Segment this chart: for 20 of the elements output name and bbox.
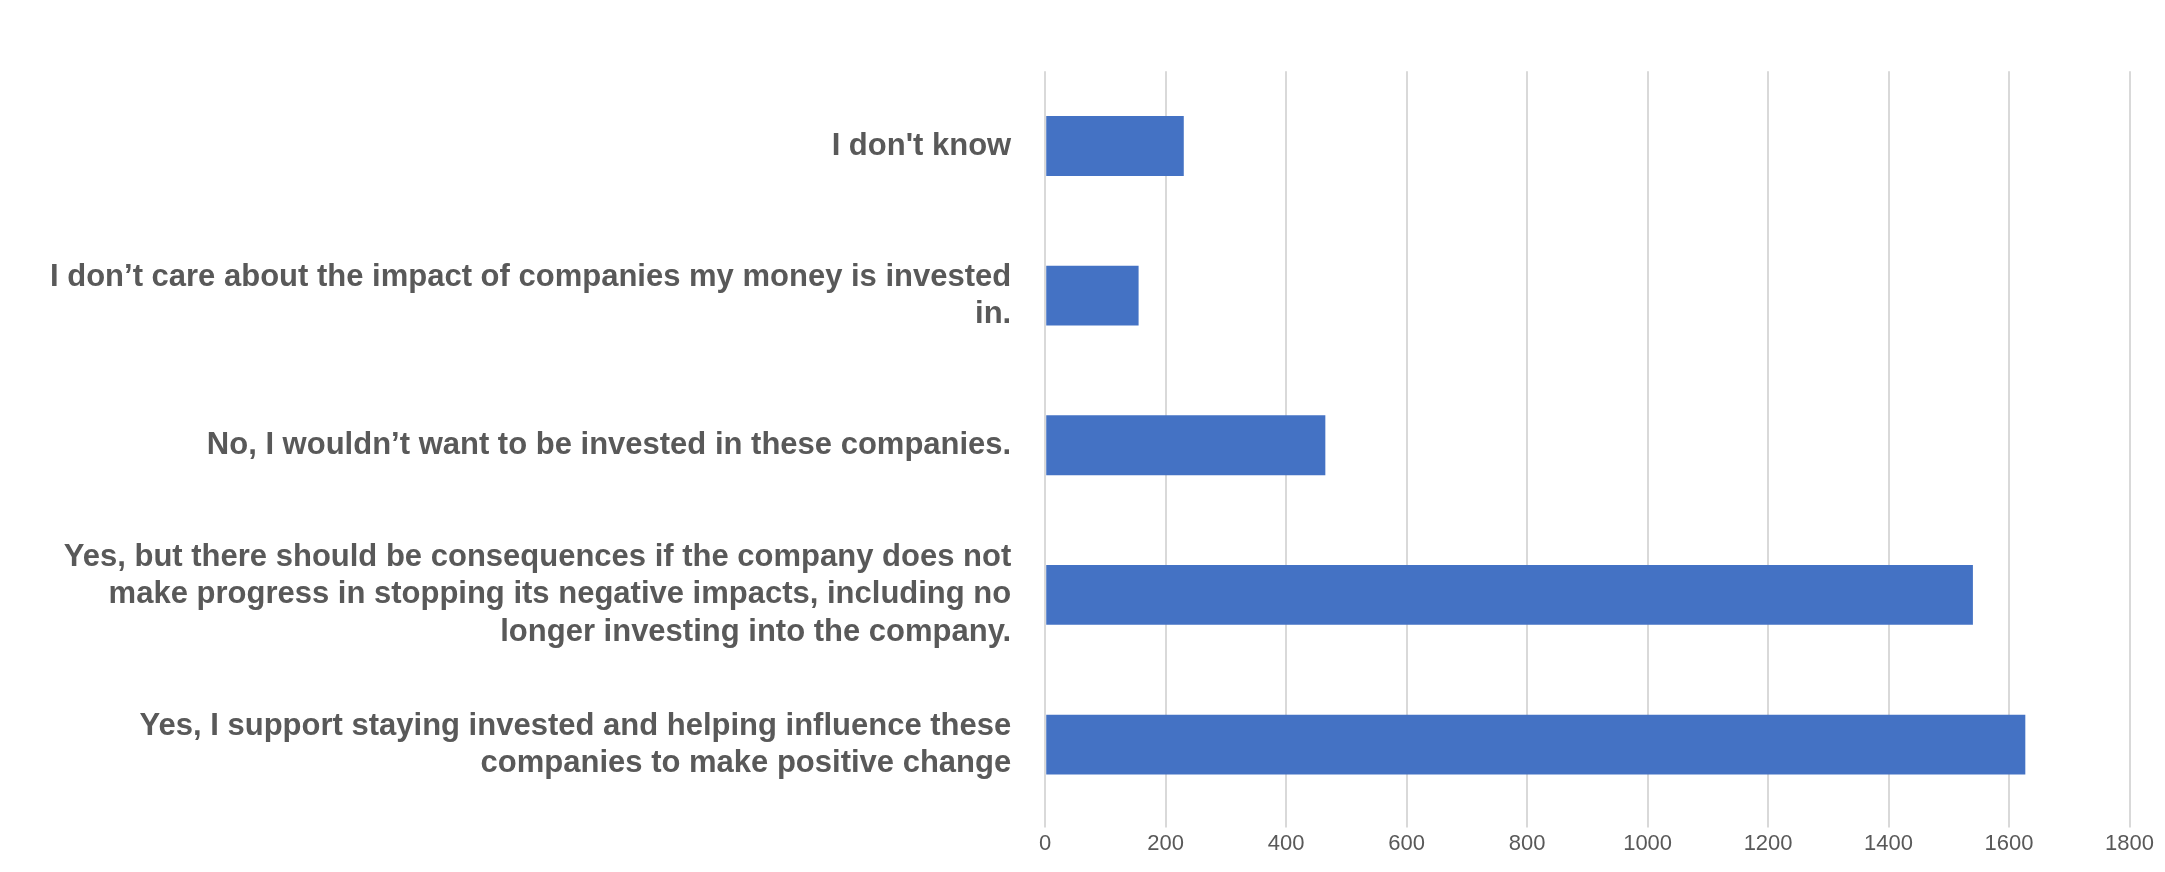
bar [1046,565,1973,625]
y-tick-label: Yes, but there should be consequences if the company does not make progress in stopping its negative impacts, including no longer investing into the company. [63,538,1012,648]
bar [1046,714,2026,775]
x-tick-label: 1600 [1984,829,2034,855]
y-tick-label: No, I wouldn’t want to be invested in these companies. [206,425,1012,461]
y-tick-label: I don't know [831,126,1013,162]
x-tick-label: 1200 [1743,829,1793,855]
x-tick-label: 1000 [1623,829,1673,855]
bar [1046,415,1326,476]
x-tick-label: 0 [1039,829,1052,855]
bar [1046,265,1139,326]
x-tick-label: 800 [1508,829,1546,855]
x-tick-label: 1400 [1864,829,1914,855]
y-tick-label: Yes, I support staying invested and helping influence these companies to make positive change [139,706,1012,779]
y-tick-label: I don’t care about the impact of companies my money is invested in. [49,257,1012,330]
x-tick-label: 1800 [2105,829,2155,855]
x-tick-label: 400 [1267,829,1305,855]
x-tick-label: 200 [1147,829,1185,855]
bar [1046,116,1184,176]
x-tick-label: 600 [1388,829,1426,855]
